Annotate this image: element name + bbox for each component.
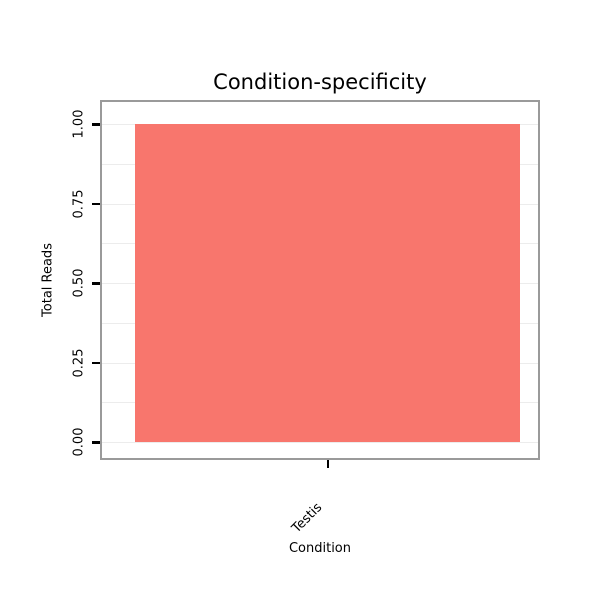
y-tick-label: 0.00 [71,427,87,457]
y-axis-tick [92,202,100,205]
y-axis-tick [92,361,100,364]
x-axis-title: Condition [288,541,352,556]
gridline [102,442,538,443]
x-tick-label-testis: Testis [289,500,326,537]
y-tick-label: 0.50 [71,268,87,298]
y-tick-label: 1.00 [71,109,87,139]
bar-testis [135,124,520,442]
y-axis-tick [92,441,100,444]
plot-area [100,100,540,460]
y-tick-label: 0.25 [71,348,87,377]
y-tick-label: 0.75 [71,189,87,218]
y-axis-tick [92,282,100,285]
y-axis-title: Total Reads [40,243,56,317]
y-axis-tick [92,123,100,126]
x-axis-tick [326,460,329,468]
chart-title: Condition-specificity [213,70,427,94]
